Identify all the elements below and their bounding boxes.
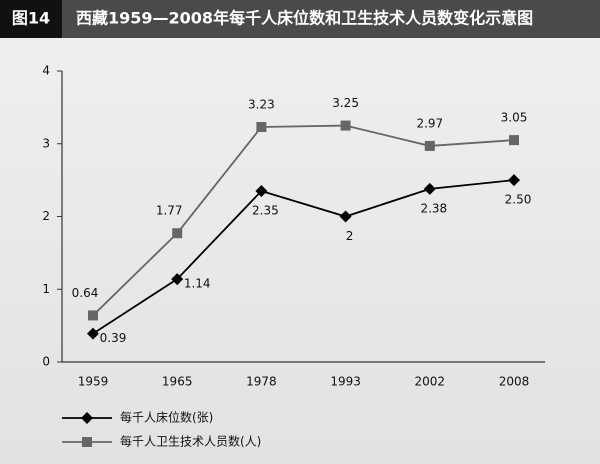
data-label: 3.25 xyxy=(332,96,359,110)
marker xyxy=(424,140,435,151)
header-bar xyxy=(0,0,600,38)
chart-title: 西藏1959—2008年每千人床位数和卫生技术人员数变化示意图 xyxy=(76,9,533,28)
data-label: 2.38 xyxy=(420,201,447,215)
legend-label: 每千人床位数(张) xyxy=(120,410,213,425)
series-line xyxy=(92,179,515,335)
marker xyxy=(508,174,520,187)
x-tick-label: 2002 xyxy=(415,375,446,389)
data-label: 3.23 xyxy=(248,98,275,112)
data-label: 1.77 xyxy=(156,204,183,218)
marker xyxy=(255,185,268,198)
data-label: 1.14 xyxy=(184,277,211,291)
marker xyxy=(256,122,267,133)
y-tick-label: 2 xyxy=(42,209,50,223)
marker xyxy=(423,182,436,195)
x-tick-label: 1993 xyxy=(330,375,361,389)
legend-marker xyxy=(82,437,92,447)
y-tick-label: 3 xyxy=(42,136,50,150)
marker xyxy=(87,327,99,340)
y-tick-label: 0 xyxy=(42,355,50,369)
marker xyxy=(339,210,352,223)
x-tick-label: 2008 xyxy=(499,375,530,389)
data-label: 0.64 xyxy=(72,286,99,300)
marker xyxy=(171,273,184,286)
y-tick-label: 1 xyxy=(42,282,50,296)
marker xyxy=(509,135,519,146)
x-tick-label: 1959 xyxy=(78,375,109,389)
legend-label: 每千人卫生技术人员数(人) xyxy=(120,434,261,449)
figure-label: 图14 xyxy=(12,9,50,28)
figure-label-box xyxy=(0,0,62,38)
data-label: 2.50 xyxy=(505,193,532,207)
data-label: 0.39 xyxy=(100,331,127,345)
marker xyxy=(172,228,183,239)
x-tick-label: 1965 xyxy=(162,375,193,389)
data-label: 2.35 xyxy=(252,204,279,218)
legend-marker xyxy=(81,412,93,424)
data-label: 3.05 xyxy=(501,111,528,125)
x-tick-label: 1978 xyxy=(246,375,277,389)
y-tick-label: 4 xyxy=(42,64,50,78)
data-label: 2 xyxy=(346,229,354,243)
marker xyxy=(88,310,98,321)
data-label: 2.97 xyxy=(416,116,443,130)
series-line xyxy=(92,124,515,317)
marker xyxy=(340,120,351,131)
